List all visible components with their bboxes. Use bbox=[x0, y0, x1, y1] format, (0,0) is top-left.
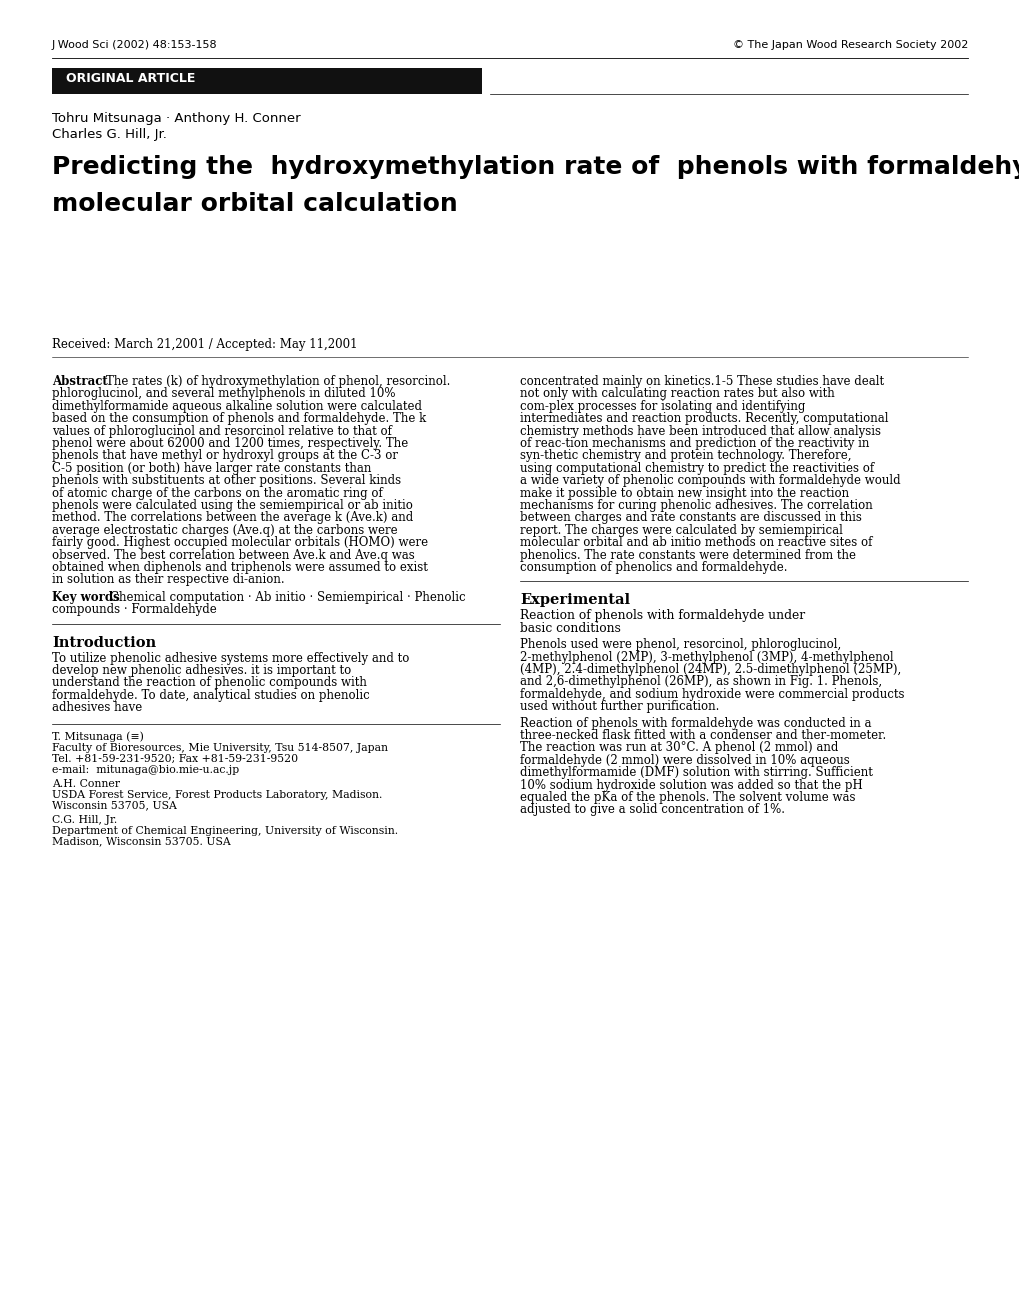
Text: ORIGINAL ARTICLE: ORIGINAL ARTICLE bbox=[66, 71, 196, 84]
Text: Experimental: Experimental bbox=[520, 594, 630, 608]
Text: fairly good. Highest occupied molecular orbitals (HOMO) were: fairly good. Highest occupied molecular … bbox=[52, 536, 428, 549]
Text: C.G. Hill, Jr.: C.G. Hill, Jr. bbox=[52, 814, 117, 825]
Text: dimethylformamide aqueous alkaline solution were calculated: dimethylformamide aqueous alkaline solut… bbox=[52, 400, 422, 413]
Bar bbox=[52, 68, 482, 94]
Text: molecular orbital calculation: molecular orbital calculation bbox=[52, 192, 458, 216]
Text: three-necked flask fitted with a condenser and ther-mometer.: three-necked flask fitted with a condens… bbox=[520, 729, 886, 742]
Text: phenolics. The rate constants were determined from the: phenolics. The rate constants were deter… bbox=[520, 548, 855, 561]
Text: of reac-tion mechanisms and prediction of the reactivity in: of reac-tion mechanisms and prediction o… bbox=[520, 436, 868, 449]
Text: chemistry methods have been introduced that allow analysis: chemistry methods have been introduced t… bbox=[520, 425, 880, 438]
Text: using computational chemistry to predict the reactivities of: using computational chemistry to predict… bbox=[520, 462, 873, 475]
Text: report. The charges were calculated by semiempirical: report. The charges were calculated by s… bbox=[520, 523, 842, 536]
Text: make it possible to obtain new insight into the reaction: make it possible to obtain new insight i… bbox=[520, 487, 848, 500]
Text: values of phloroglucinol and resorcinol relative to that of: values of phloroglucinol and resorcinol … bbox=[52, 425, 391, 438]
Text: of atomic charge of the carbons on the aromatic ring of: of atomic charge of the carbons on the a… bbox=[52, 487, 382, 500]
Text: formaldehyde. To date, analytical studies on phenolic: formaldehyde. To date, analytical studie… bbox=[52, 688, 370, 701]
Text: understand the reaction of phenolic compounds with: understand the reaction of phenolic comp… bbox=[52, 677, 367, 690]
Text: Wisconsin 53705, USA: Wisconsin 53705, USA bbox=[52, 800, 176, 811]
Text: To utilize phenolic adhesive systems more effectively and to: To utilize phenolic adhesive systems mor… bbox=[52, 652, 409, 665]
Text: between charges and rate constants are discussed in this: between charges and rate constants are d… bbox=[520, 512, 861, 525]
Text: T. Mitsunaga (≡): T. Mitsunaga (≡) bbox=[52, 731, 144, 742]
Text: syn-thetic chemistry and protein technology. Therefore,: syn-thetic chemistry and protein technol… bbox=[520, 449, 851, 462]
Text: average electrostatic charges (Ave.q) at the carbons were: average electrostatic charges (Ave.q) at… bbox=[52, 523, 397, 536]
Text: phenols that have methyl or hydroxyl groups at the C-3 or: phenols that have methyl or hydroxyl gro… bbox=[52, 449, 397, 462]
Text: phenol were about 62000 and 1200 times, respectively. The: phenol were about 62000 and 1200 times, … bbox=[52, 436, 408, 449]
Text: Tohru Mitsunaga · Anthony H. Conner: Tohru Mitsunaga · Anthony H. Conner bbox=[52, 112, 301, 125]
Text: Key words: Key words bbox=[52, 591, 119, 604]
Text: Madison, Wisconsin 53705. USA: Madison, Wisconsin 53705. USA bbox=[52, 837, 230, 847]
Text: develop new phenolic adhesives. it is important to: develop new phenolic adhesives. it is im… bbox=[52, 664, 351, 677]
Text: obtained when diphenols and triphenols were assumed to exist: obtained when diphenols and triphenols w… bbox=[52, 561, 427, 574]
Text: Department of Chemical Engineering, University of Wisconsin.: Department of Chemical Engineering, Univ… bbox=[52, 826, 397, 835]
Text: Abstract: Abstract bbox=[52, 375, 108, 388]
Text: not only with calculating reaction rates but also with: not only with calculating reaction rates… bbox=[520, 387, 834, 400]
Text: intermediates and reaction products. Recently, computational: intermediates and reaction products. Rec… bbox=[520, 412, 888, 425]
Text: Phenols used were phenol, resorcinol, phloroglucinol,: Phenols used were phenol, resorcinol, ph… bbox=[520, 638, 841, 651]
Text: formaldehyde, and sodium hydroxide were commercial products: formaldehyde, and sodium hydroxide were … bbox=[520, 687, 904, 700]
Text: mechanisms for curing phenolic adhesives. The correlation: mechanisms for curing phenolic adhesives… bbox=[520, 499, 872, 512]
Text: The reaction was run at 30°C. A phenol (2 mmol) and: The reaction was run at 30°C. A phenol (… bbox=[520, 742, 838, 755]
Text: used without further purification.: used without further purification. bbox=[520, 700, 718, 713]
Text: phenols with substituents at other positions. Several kinds: phenols with substituents at other posit… bbox=[52, 474, 400, 487]
Text: adjusted to give a solid concentration of 1%.: adjusted to give a solid concentration o… bbox=[520, 803, 785, 816]
Text: method. The correlations between the average k (Ave.k) and: method. The correlations between the ave… bbox=[52, 512, 413, 525]
Text: USDA Forest Service, Forest Products Laboratory, Madison.: USDA Forest Service, Forest Products Lab… bbox=[52, 790, 382, 800]
Text: molecular orbital and ab initio methods on reactive sites of: molecular orbital and ab initio methods … bbox=[520, 536, 871, 549]
Text: concentrated mainly on kinetics.1-5 These studies have dealt: concentrated mainly on kinetics.1-5 Thes… bbox=[520, 375, 883, 388]
Text: 10% sodium hydroxide solution was added so that the pH: 10% sodium hydroxide solution was added … bbox=[520, 778, 862, 791]
Text: basic conditions: basic conditions bbox=[520, 622, 621, 635]
Text: dimethylformamide (DMF) solution with stirring. Sufficient: dimethylformamide (DMF) solution with st… bbox=[520, 766, 872, 779]
Text: A.H. Conner: A.H. Conner bbox=[52, 778, 120, 788]
Text: 2-methylphenol (2MP), 3-methylphenol (3MP), 4-methylphenol: 2-methylphenol (2MP), 3-methylphenol (3M… bbox=[520, 651, 893, 664]
Text: consumption of phenolics and formaldehyde.: consumption of phenolics and formaldehyd… bbox=[520, 561, 787, 574]
Text: (4MP), 2.4-dimethylphenol (24MP), 2.5-dimethylphenol (25MP),: (4MP), 2.4-dimethylphenol (24MP), 2.5-di… bbox=[520, 662, 901, 675]
Text: adhesives have: adhesives have bbox=[52, 701, 142, 714]
Text: compounds · Formaldehyde: compounds · Formaldehyde bbox=[52, 603, 217, 616]
Text: equaled the pKa of the phenols. The solvent volume was: equaled the pKa of the phenols. The solv… bbox=[520, 791, 855, 804]
Text: based on the consumption of phenols and formaldehyde. The k: based on the consumption of phenols and … bbox=[52, 412, 426, 425]
Text: observed. The best correlation between Ave.k and Ave.q was: observed. The best correlation between A… bbox=[52, 548, 415, 561]
Text: Introduction: Introduction bbox=[52, 635, 156, 650]
Text: a wide variety of phenolic compounds with formaldehyde would: a wide variety of phenolic compounds wit… bbox=[520, 474, 900, 487]
Text: and 2,6-dimethylphenol (26MP), as shown in Fig. 1. Phenols,: and 2,6-dimethylphenol (26MP), as shown … bbox=[520, 675, 881, 688]
Text: C-5 position (or both) have larger rate constants than: C-5 position (or both) have larger rate … bbox=[52, 462, 371, 475]
Text: Received: March 21,2001 / Accepted: May 11,2001: Received: March 21,2001 / Accepted: May … bbox=[52, 338, 357, 351]
Text: J Wood Sci (2002) 48:153-158: J Wood Sci (2002) 48:153-158 bbox=[52, 40, 217, 49]
Text: com-plex processes for isolating and identifying: com-plex processes for isolating and ide… bbox=[520, 400, 805, 413]
Text: formaldehyde (2 mmol) were dissolved in 10% aqueous: formaldehyde (2 mmol) were dissolved in … bbox=[520, 753, 849, 766]
Text: Reaction of phenols with formaldehyde was conducted in a: Reaction of phenols with formaldehyde wa… bbox=[520, 717, 870, 730]
Text: phenols were calculated using the semiempirical or ab initio: phenols were calculated using the semiem… bbox=[52, 499, 413, 512]
Text: Reaction of phenols with formaldehyde under: Reaction of phenols with formaldehyde un… bbox=[520, 609, 804, 622]
Text: Tel. +81-59-231-9520; Fax +81-59-231-9520: Tel. +81-59-231-9520; Fax +81-59-231-952… bbox=[52, 753, 298, 764]
Text: © The Japan Wood Research Society 2002: © The Japan Wood Research Society 2002 bbox=[732, 40, 967, 49]
Text: in solution as their respective di-anion.: in solution as their respective di-anion… bbox=[52, 573, 284, 586]
Text: Faculty of Bioresources, Mie University, Tsu 514-8507, Japan: Faculty of Bioresources, Mie University,… bbox=[52, 743, 387, 752]
Text: Chemical computation · Ab initio · Semiempirical · Phenolic: Chemical computation · Ab initio · Semie… bbox=[110, 591, 465, 604]
Text: Charles G. Hill, Jr.: Charles G. Hill, Jr. bbox=[52, 129, 167, 142]
Text: phloroglucinol, and several methylphenols in diluted 10%: phloroglucinol, and several methylphenol… bbox=[52, 387, 395, 400]
Text: Predicting the  hydroxymethylation rate of  phenols with formaldehyde  by: Predicting the hydroxymethylation rate o… bbox=[52, 155, 1019, 179]
Text: The rates (k) of hydroxymethylation of phenol, resorcinol.: The rates (k) of hydroxymethylation of p… bbox=[106, 375, 450, 388]
Text: e-mail:  mitunaga@bio.mie-u.ac.jp: e-mail: mitunaga@bio.mie-u.ac.jp bbox=[52, 765, 239, 774]
